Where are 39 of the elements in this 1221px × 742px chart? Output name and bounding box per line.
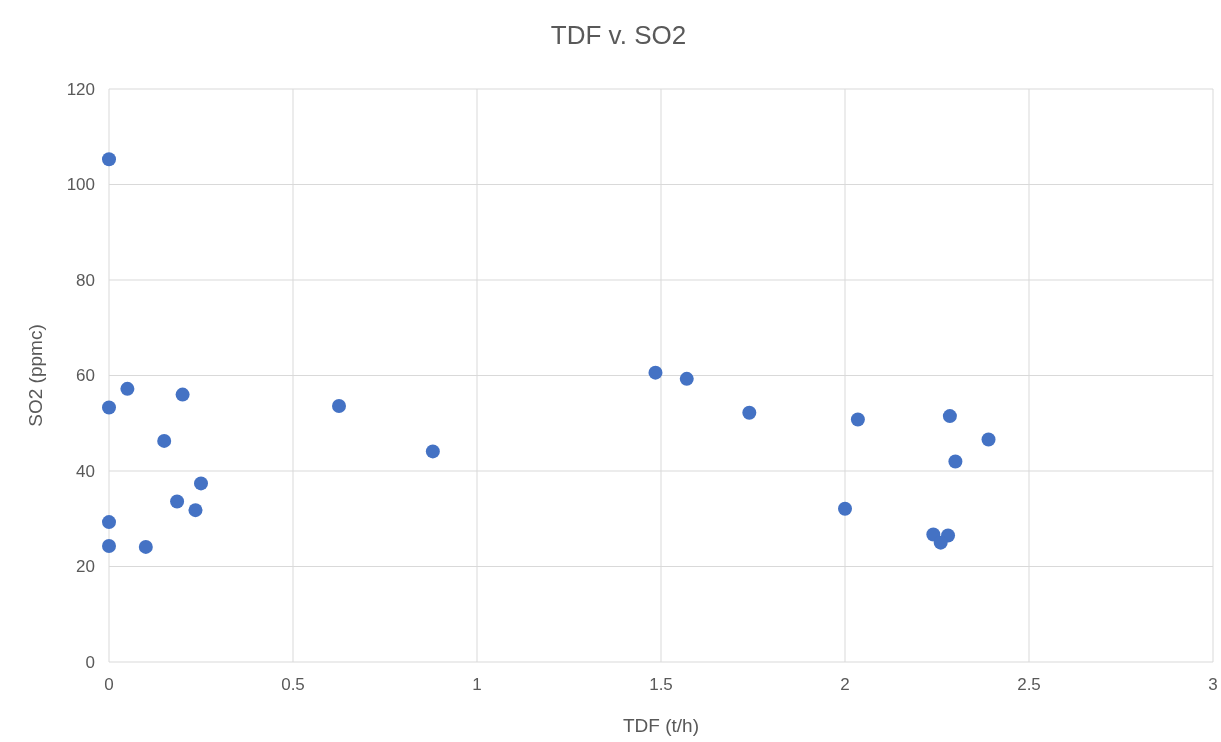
point [120,381,135,396]
point [648,365,663,380]
point [102,400,116,415]
y-axis-title: SO2 (ppmc) [25,324,46,427]
x-tick-label: 2.5 [1017,675,1041,694]
point [138,539,153,554]
chart-title: TDF v. SO2 [550,20,687,50]
point [170,494,185,509]
point [157,433,172,448]
point [102,152,116,167]
y-tick-label: 40 [76,461,95,481]
x-tick-label: 2 [840,675,850,694]
y-tick-label: 20 [76,557,95,577]
point [850,412,865,427]
point [425,444,440,459]
y-tick-label: 60 [76,366,95,386]
point [332,399,346,414]
y-tick-label: 80 [76,270,95,290]
x-tick-label: 1 [472,675,482,694]
point [194,476,208,491]
y-tick-label: 100 [66,175,95,195]
point [933,535,948,550]
point [981,432,996,447]
point [942,409,957,424]
point [175,387,190,402]
x-tick-label: 1.5 [649,675,673,694]
y-tick-label: 120 [66,79,95,99]
point [679,371,694,386]
x-tick-label: 3 [1208,675,1218,694]
point [948,454,963,469]
y-tick-label: 0 [85,652,95,672]
point [102,538,116,553]
x-axis-title: TDF (t/h) [623,715,699,736]
x-tick-label: 0 [104,675,114,694]
point [838,501,852,516]
point [102,515,116,530]
x-tick-label: 0.5 [281,675,305,694]
point [188,503,203,518]
point [742,405,757,420]
